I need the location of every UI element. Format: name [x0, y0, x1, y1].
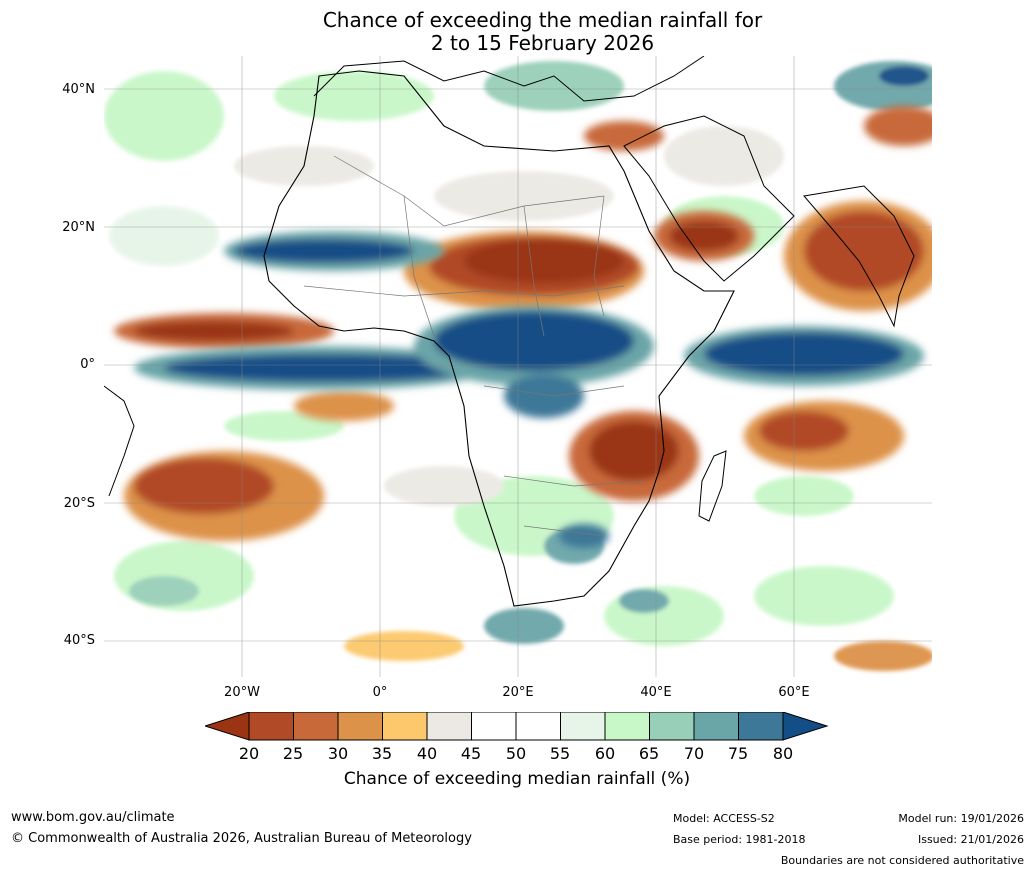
colorbar-tick: 20: [238, 744, 260, 763]
colorbar-tick: 50: [505, 744, 527, 763]
lat-label-equator: 0°: [80, 357, 95, 372]
europe-coastline: [313, 56, 705, 102]
lat-label-20n: 20°N: [62, 220, 95, 235]
colorbar: [205, 712, 829, 741]
colorbar-bin: [649, 712, 695, 741]
colorbar-bin: [293, 712, 339, 741]
colorbar-tick: 80: [772, 744, 794, 763]
lon-label-20e: 20°E: [502, 685, 534, 700]
colorbar-bin: [604, 712, 650, 741]
bom-url-link[interactable]: www.bom.gov.au/climate: [11, 810, 175, 825]
title-line-1: Chance of exceeding the median rainfall …: [322, 8, 763, 32]
colorbar-tick: 25: [282, 744, 304, 763]
issued-date: Issued: 21/01/2026: [917, 833, 1024, 846]
africa-coastline: [263, 70, 735, 607]
lon-label-0: 0°: [372, 685, 388, 700]
colorbar-bin: [738, 712, 784, 741]
lat-label-20s: 20°S: [63, 496, 95, 511]
lat-label-40n: 40°N: [62, 82, 95, 97]
lon-label-40e: 40°E: [640, 685, 672, 700]
colorbar-tick: 55: [549, 744, 571, 763]
colorbar-under-arrow: [205, 712, 250, 741]
colorbar-tick: 45: [460, 744, 482, 763]
map-title: Chance of exceeding the median rainfall …: [0, 9, 1035, 55]
arabia-coastline: [623, 115, 795, 282]
copyright-text: © Commonwealth of Australia 2026, Austra…: [11, 831, 472, 846]
model-name: Model: ACCESS-S2: [673, 812, 775, 825]
south-america-coastline: [104, 385, 135, 497]
colorbar-bin: [471, 712, 517, 741]
lat-label-40s: 40°S: [63, 633, 95, 648]
lon-label-20w: 20°W: [224, 685, 260, 700]
colorbar-bin: [693, 712, 739, 741]
rainfall-map-canvas: [104, 56, 932, 677]
colorbar-bin: [248, 712, 294, 741]
boundaries-disclaimer: Boundaries are not considered authoritat…: [780, 854, 1024, 867]
madagascar-coastline: [698, 450, 727, 522]
base-period: Base period: 1981-2018: [673, 833, 806, 846]
colorbar-bin: [426, 712, 472, 741]
colorbar-tick: 35: [371, 744, 393, 763]
colorbar-tick: 40: [416, 744, 438, 763]
lon-label-60e: 60°E: [778, 685, 810, 700]
model-run-date: Model run: 19/01/2026: [898, 812, 1024, 825]
colorbar-tick: 65: [638, 744, 660, 763]
colorbar-bin: [560, 712, 606, 741]
colorbar-label: Chance of exceeding median rainfall (%): [343, 769, 691, 789]
colorbar-tick: 70: [683, 744, 705, 763]
india-coastline: [803, 185, 915, 328]
colorbar-tick: 75: [727, 744, 749, 763]
colorbar-bin: [337, 712, 383, 741]
colorbar-tick: 60: [594, 744, 616, 763]
colorbar-bin: [382, 712, 428, 741]
colorbar-bin: [515, 712, 561, 741]
title-line-2: 2 to 15 February 2026: [430, 31, 655, 55]
rainfall-map[interactable]: [104, 56, 932, 677]
colorbar-tick: 30: [327, 744, 349, 763]
colorbar-over-arrow: [782, 712, 829, 741]
